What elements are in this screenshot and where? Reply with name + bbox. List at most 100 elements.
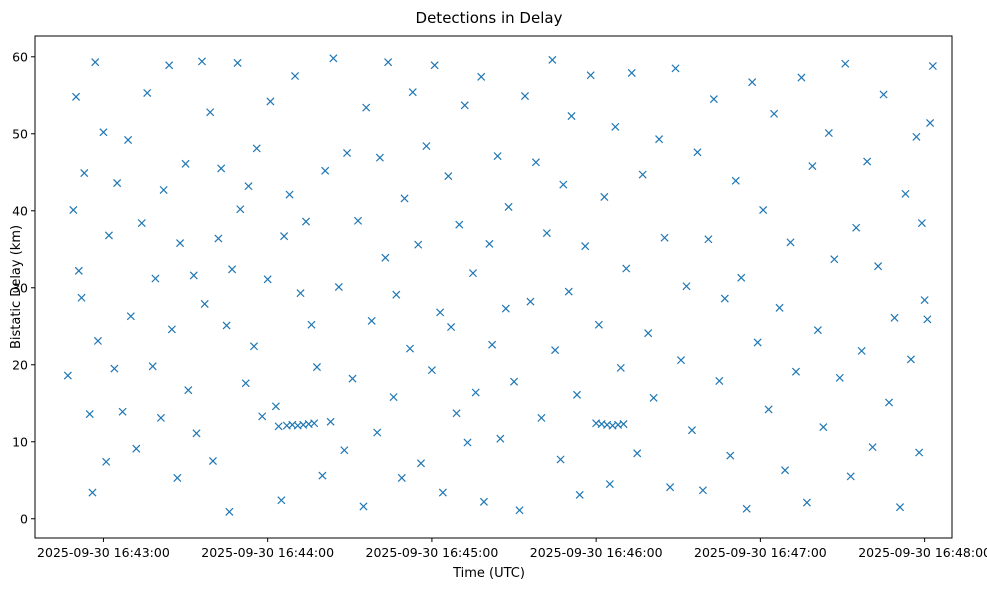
- data-point: [167, 325, 176, 334]
- data-point: [671, 64, 680, 73]
- data-point: [868, 443, 877, 452]
- data-point: [510, 377, 519, 386]
- data-point: [206, 108, 215, 117]
- data-point: [408, 88, 417, 97]
- data-point: [137, 219, 146, 228]
- data-point: [846, 472, 855, 481]
- data-point: [438, 488, 447, 497]
- data-point: [165, 61, 174, 70]
- data-point: [392, 290, 401, 299]
- data-point: [375, 153, 384, 162]
- data-point: [244, 182, 253, 191]
- data-point: [296, 289, 305, 298]
- data-point: [91, 58, 100, 67]
- data-point: [192, 429, 201, 438]
- y-axis: 0 10 20 30 40 50 60: [12, 49, 35, 526]
- data-point: [808, 162, 817, 171]
- data-point: [184, 386, 193, 395]
- data-point: [197, 57, 207, 66]
- data-point: [343, 149, 352, 158]
- data-point: [321, 166, 330, 175]
- data-point: [334, 282, 343, 292]
- data-point: [824, 128, 833, 138]
- data-point: [594, 320, 603, 329]
- data-point: [895, 503, 905, 512]
- y-tick-label: 20: [12, 357, 28, 372]
- data-point: [301, 217, 311, 226]
- data-point: [359, 502, 368, 511]
- data-point: [655, 135, 664, 144]
- data-point: [890, 313, 899, 322]
- data-point: [233, 58, 242, 67]
- data-point: [236, 205, 245, 214]
- data-point: [575, 490, 584, 499]
- data-point: [863, 157, 872, 166]
- data-point: [920, 296, 929, 305]
- data-point: [367, 316, 376, 325]
- data-point: [627, 68, 636, 77]
- marker-layer: [63, 54, 937, 516]
- x-tick-label: 2025-09-30 16:44:00: [201, 545, 334, 560]
- data-point: [488, 340, 497, 349]
- data-point: [479, 497, 488, 506]
- data-point: [791, 367, 800, 376]
- data-point: [271, 402, 280, 411]
- data-point: [88, 488, 97, 497]
- data-point: [189, 271, 198, 280]
- data-point: [926, 118, 935, 128]
- data-point: [742, 504, 751, 513]
- data-point: [493, 152, 502, 161]
- data-point: [835, 373, 844, 382]
- data-point: [173, 473, 182, 482]
- data-point: [748, 78, 757, 87]
- data-point: [340, 446, 349, 455]
- data-point: [93, 336, 102, 345]
- data-point: [72, 92, 81, 101]
- data-point: [99, 128, 108, 137]
- data-point: [430, 61, 439, 70]
- data-point: [737, 273, 746, 282]
- data-point: [666, 483, 675, 492]
- data-point: [605, 480, 614, 489]
- data-point: [436, 308, 445, 317]
- x-tick-label: 2025-09-30 16:47:00: [694, 545, 827, 560]
- data-point: [731, 176, 740, 185]
- data-point: [775, 303, 784, 312]
- data-point: [124, 135, 133, 144]
- data-point: [225, 507, 234, 516]
- data-point: [923, 315, 932, 324]
- plot-frame: [34, 35, 953, 539]
- data-point: [715, 376, 724, 385]
- data-point: [307, 320, 316, 329]
- data-point: [720, 294, 729, 303]
- y-tick-label: 40: [12, 203, 28, 218]
- data-point: [526, 297, 535, 306]
- data-point: [501, 304, 510, 313]
- data-point: [660, 233, 669, 242]
- data-point: [676, 356, 686, 365]
- data-point: [222, 321, 231, 330]
- data-point: [104, 231, 113, 240]
- data-point: [460, 101, 469, 110]
- data-point: [263, 275, 272, 284]
- data-point: [531, 158, 540, 167]
- data-point: [397, 473, 406, 482]
- data-point: [496, 434, 505, 443]
- data-point: [559, 180, 568, 189]
- data-point: [159, 185, 168, 195]
- data-point: [381, 253, 390, 262]
- data-point: [444, 172, 453, 181]
- data-point: [786, 238, 795, 247]
- x-axis: 2025-09-30 16:43:00 2025-09-30 16:44:00 20…: [37, 538, 987, 560]
- y-tick-label: 60: [12, 49, 28, 64]
- data-point: [416, 459, 425, 468]
- data-point: [280, 232, 289, 241]
- y-axis-label: Bistatic Delay (km): [9, 225, 24, 349]
- data-point: [542, 229, 551, 238]
- data-point: [819, 423, 828, 432]
- data-point: [485, 239, 494, 248]
- data-point: [77, 293, 86, 302]
- data-point: [148, 362, 157, 371]
- data-point: [208, 456, 217, 466]
- data-point: [622, 264, 631, 273]
